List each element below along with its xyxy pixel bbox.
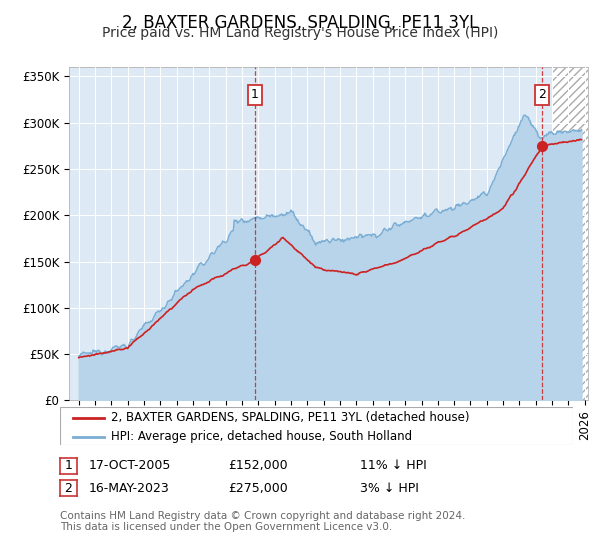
Text: 11% ↓ HPI: 11% ↓ HPI xyxy=(360,459,427,473)
Text: 1: 1 xyxy=(64,459,73,473)
Text: 2: 2 xyxy=(64,482,73,495)
Text: 1: 1 xyxy=(251,88,259,101)
Text: £275,000: £275,000 xyxy=(228,482,288,495)
Text: Contains HM Land Registry data © Crown copyright and database right 2024.
This d: Contains HM Land Registry data © Crown c… xyxy=(60,511,466,533)
Text: 2: 2 xyxy=(538,88,546,101)
Text: 16-MAY-2023: 16-MAY-2023 xyxy=(89,482,170,495)
Text: HPI: Average price, detached house, South Holland: HPI: Average price, detached house, Sout… xyxy=(112,430,412,444)
Text: 2, BAXTER GARDENS, SPALDING, PE11 3YL (detached house): 2, BAXTER GARDENS, SPALDING, PE11 3YL (d… xyxy=(112,411,470,424)
Text: £152,000: £152,000 xyxy=(228,459,287,473)
Bar xyxy=(552,67,588,400)
Text: 17-OCT-2005: 17-OCT-2005 xyxy=(89,459,171,473)
Text: Price paid vs. HM Land Registry's House Price Index (HPI): Price paid vs. HM Land Registry's House … xyxy=(102,26,498,40)
Bar xyxy=(552,67,588,400)
Bar xyxy=(69,67,552,400)
Text: 3% ↓ HPI: 3% ↓ HPI xyxy=(360,482,419,495)
Text: 2, BAXTER GARDENS, SPALDING, PE11 3YL: 2, BAXTER GARDENS, SPALDING, PE11 3YL xyxy=(122,14,478,32)
